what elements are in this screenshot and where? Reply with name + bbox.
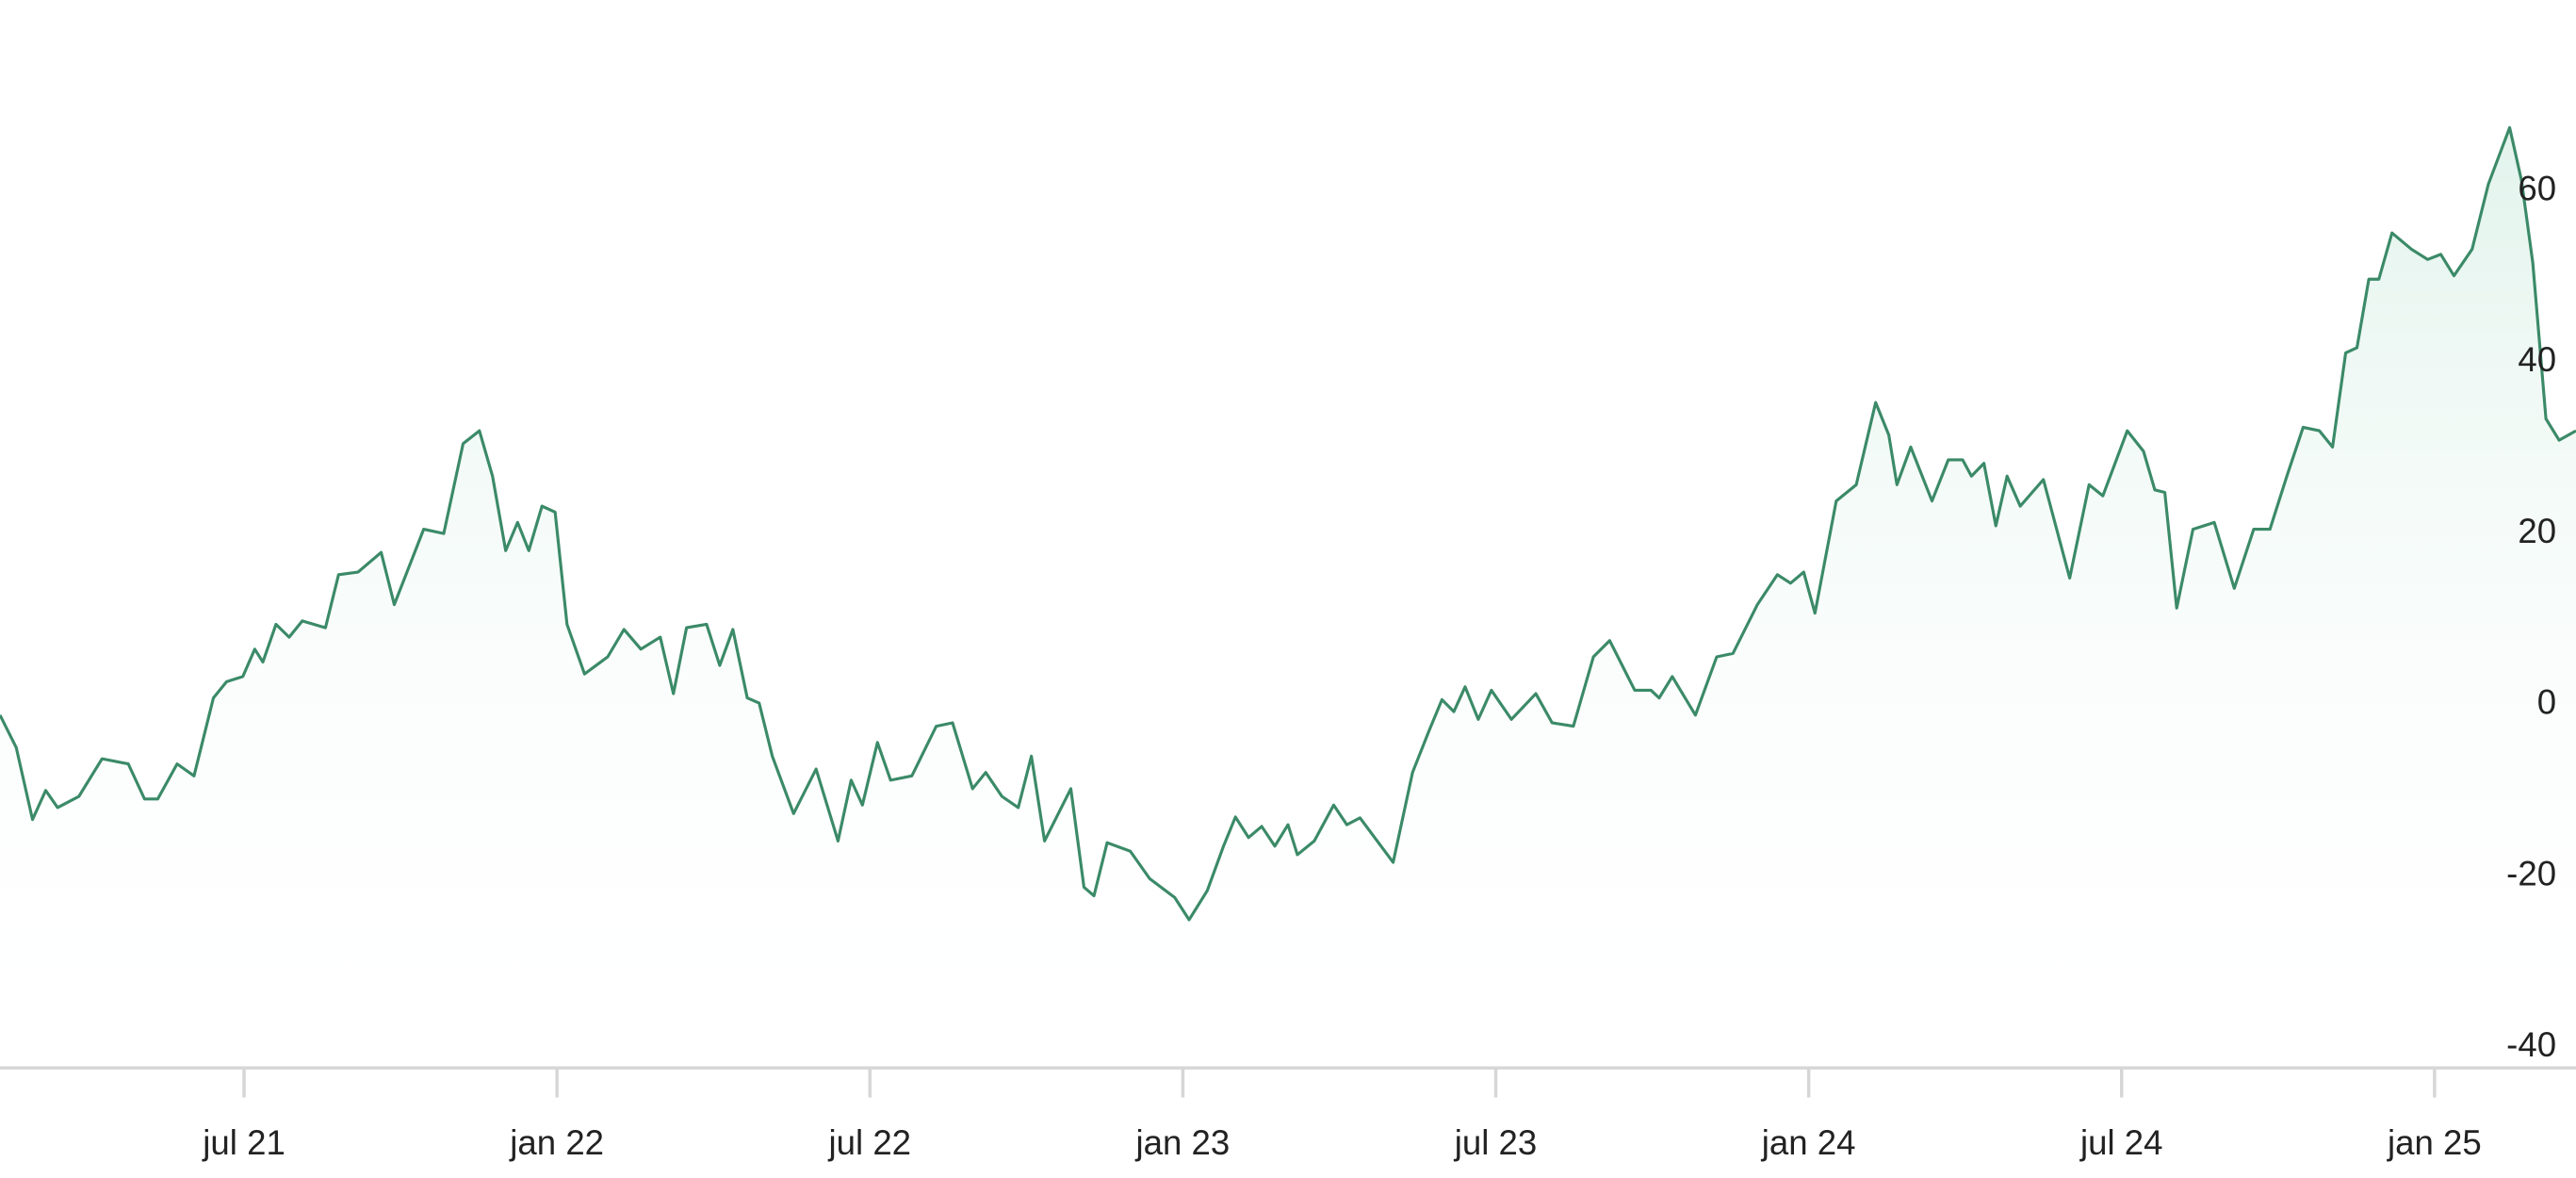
x-tick-label: jul 24 xyxy=(2079,1123,2163,1162)
line xyxy=(0,125,2576,922)
x-tick-label: jan 25 xyxy=(2387,1123,2482,1162)
x-tick-label: jan 23 xyxy=(1135,1123,1231,1162)
y-tick-label: 20 xyxy=(2518,512,2556,550)
y-tick-label: -20 xyxy=(2506,854,2556,892)
x-tick-label: jul 22 xyxy=(828,1123,912,1162)
y-tick-label: 40 xyxy=(2518,340,2556,379)
y-tick-label: -40 xyxy=(2506,1025,2556,1064)
y-tick-label: 0 xyxy=(2537,683,2556,722)
x-tick-label: jan 22 xyxy=(509,1123,604,1162)
area-fill xyxy=(0,127,2576,1069)
y-tick-label: 60 xyxy=(2518,169,2556,207)
x-tick-label: jul 23 xyxy=(1454,1123,1538,1162)
x-tick-label: jan 24 xyxy=(1761,1123,1856,1162)
x-tick-label: jul 21 xyxy=(202,1123,285,1162)
